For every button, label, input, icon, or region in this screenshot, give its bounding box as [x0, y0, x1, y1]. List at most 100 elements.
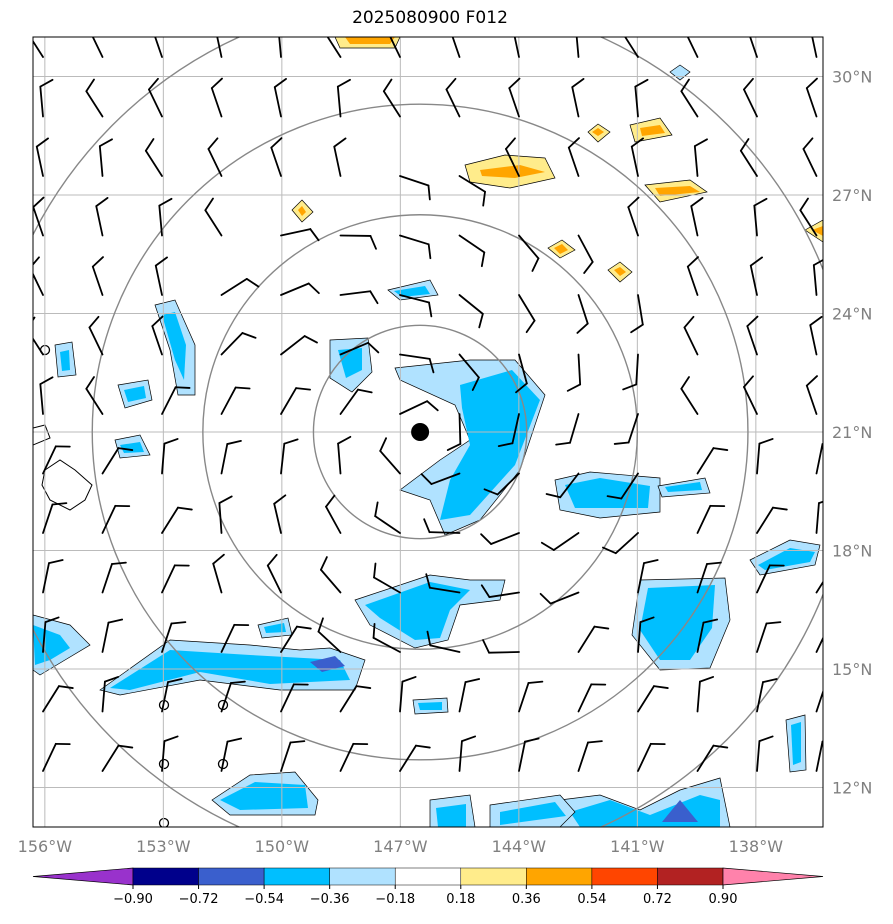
wind-barb-flag [210, 77, 223, 90]
wind-barb-staff [812, 264, 818, 296]
colorbar-extend-high [722, 867, 824, 886]
wind-barb-staff [101, 563, 113, 594]
wind-barb-staff [91, 265, 104, 296]
wind-barb-staff [756, 740, 761, 772]
wind-barb-flag [117, 744, 134, 749]
wind-barb-flag [482, 639, 490, 654]
wind-barb-staff [151, 325, 163, 356]
wind-barb-flag [98, 138, 113, 148]
wind-barb-flag [39, 376, 54, 386]
wind-barb-staff [273, 502, 282, 534]
wind-barb-flag [527, 680, 544, 684]
wind-barb-staff [569, 413, 580, 444]
wind-barb-staff [575, 37, 580, 58]
wind-barb-staff [802, 148, 818, 177]
wind-barb-staff [508, 87, 520, 118]
wind-barb-staff [496, 472, 520, 496]
island-outline [33, 424, 51, 446]
wind-barb-flag [167, 678, 183, 684]
wind-barb-staff [101, 680, 106, 713]
wind-barb-staff [317, 630, 342, 653]
wind-barb-staff [389, 37, 401, 58]
wind-barb-staff [805, 384, 818, 415]
contour-region [812, 226, 823, 236]
wind-barb-flag [802, 137, 814, 150]
wind-barb-staff [161, 564, 176, 594]
colorbar-segment [329, 867, 396, 886]
wind-barb-staff [39, 85, 44, 118]
wind-barb-staff [101, 504, 117, 534]
wind-barb-staff [428, 531, 461, 534]
wind-barb-flag [163, 735, 179, 742]
wind-barb-flag [587, 740, 603, 744]
wind-barb-flag [154, 256, 168, 267]
contour-region [436, 804, 466, 827]
wind-barb-flag [540, 541, 555, 551]
wind-barb-staff [280, 335, 306, 356]
wind-barb-flag [333, 137, 347, 148]
wind-barb-staff [743, 88, 758, 118]
wind-barb-staff [35, 145, 44, 177]
wind-barb-staff [220, 682, 232, 713]
wind-barb-staff [739, 149, 758, 177]
colorbar-label: 0.54 [577, 892, 606, 907]
contour-region [665, 482, 702, 492]
wind-barb-flag [91, 256, 104, 268]
wind-barb-flag [283, 438, 299, 445]
wind-barb-staff [458, 740, 463, 772]
wind-barb-flag [482, 190, 486, 207]
contour-region [338, 348, 362, 378]
wind-barb-staff [220, 443, 229, 475]
wind-barb-flag [85, 78, 95, 93]
wind-barb-staff [218, 502, 223, 534]
wind-barb-flag [373, 562, 377, 579]
wind-barb-staff [549, 591, 580, 605]
wind-barb-staff [634, 85, 639, 118]
wind-barb-flag [325, 494, 336, 508]
wind-barb-flag [289, 740, 306, 744]
contour-region [500, 802, 566, 825]
colorbar-segment [394, 867, 462, 886]
wind-barb-staff [683, 326, 699, 356]
wind-barb-flag [355, 685, 372, 689]
wind-barb-staff [399, 744, 417, 772]
wind-barb-flag [686, 256, 699, 268]
wind-barb-staff [577, 683, 593, 713]
wind-barb-flag [177, 506, 193, 511]
wind-barb-staff [637, 685, 655, 713]
wind-barb-flag [415, 744, 431, 749]
wind-barb-staff [266, 564, 282, 594]
wind-barb-flag [821, 740, 823, 743]
wind-barb-flag [218, 495, 233, 504]
wind-barb-staff [220, 332, 244, 356]
wind-barb-flag [230, 680, 246, 684]
wind-barb-flag [690, 197, 704, 208]
contour-region [440, 370, 540, 520]
wind-barb-flag [702, 618, 719, 624]
wind-barb-flag [739, 138, 750, 152]
contour-region [655, 186, 700, 196]
wind-barb-staff [220, 386, 237, 415]
wind-barb-staff [161, 386, 177, 415]
colorbar-segment [460, 867, 527, 886]
wind-barb-flag [524, 737, 540, 743]
wind-barb-staff [33, 39, 44, 58]
wind-barb-flag [295, 387, 311, 391]
wind-barb-staff [339, 290, 372, 296]
wind-barb-staff [577, 234, 594, 263]
latitude-labels: 12°N 15°N 18°N 21°N 24°N 27°N 30°N [832, 68, 872, 798]
wind-barb-flag [525, 319, 536, 334]
colorbar-segment [263, 867, 330, 886]
wind-barb-flag [483, 488, 499, 496]
wind-barb-staff [749, 264, 758, 296]
wind-barb-flag [758, 735, 774, 742]
wind-barb-flag [387, 19, 396, 30]
latitude-label: 24°N [832, 305, 872, 324]
wind-barb-staff [756, 681, 764, 713]
wind-barb-staff [39, 383, 44, 415]
wind-barb-staff [161, 442, 166, 475]
wind-barb-staff [696, 680, 701, 713]
wind-barb-flag [148, 77, 159, 91]
wind-barb-flag [320, 556, 328, 571]
colorbar: −0.90 −0.72 −0.54 −0.36 −0.18 0.18 0.36 0.54 0.7… [32, 867, 824, 907]
